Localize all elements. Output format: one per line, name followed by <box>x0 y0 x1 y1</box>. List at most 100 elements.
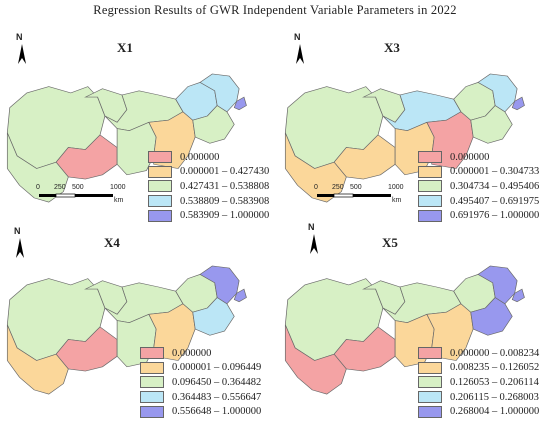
map-panel-x3: N X3 0.000000 0.000001 – 0.304733 0.3047… <box>278 22 550 230</box>
province-region <box>426 303 474 361</box>
legend-swatch <box>418 405 442 418</box>
scale-unit: km <box>392 197 402 204</box>
province-region <box>6 132 69 203</box>
legend-label: 0.427431 – 0.538808 <box>180 180 270 192</box>
legend-swatch <box>418 376 442 389</box>
north-arrow-icon: N <box>14 32 30 64</box>
province-layer <box>6 73 247 203</box>
legend-item: 0.427431 – 0.538808 <box>148 179 269 194</box>
legend-label: 0.364483 – 0.556647 <box>172 391 262 403</box>
north-label: N <box>14 226 21 236</box>
legend-swatch <box>140 361 164 374</box>
province-region <box>6 324 69 395</box>
legend-label: 0.268004 – 1.000000 <box>450 406 540 418</box>
legend-swatch <box>418 195 442 208</box>
scale-label: 0 <box>314 184 318 191</box>
legend-label: 0.538809 – 0.583908 <box>180 195 270 207</box>
province-region <box>284 132 347 203</box>
legend-item: 0.000001 – 0.096449 <box>140 361 261 376</box>
scale-bar: 0 250 500 1000 km <box>36 184 158 212</box>
legend-swatch <box>140 391 164 404</box>
choropleth-map <box>6 265 247 395</box>
legend-item: 0.691976 – 1.000000 <box>418 208 539 223</box>
legend-swatch <box>418 209 442 222</box>
legend-label: 0.000000 <box>172 347 212 359</box>
north-arrow-icon: N <box>306 222 322 254</box>
map-panel-x4: N X4 0.000000 0.000001 – 0.096449 0.0964… <box>0 214 272 422</box>
legend-swatch <box>140 405 164 418</box>
legend-label: 0.008235 – 0.126052 <box>450 362 540 374</box>
legend-swatch <box>148 209 172 222</box>
north-arrow-icon: N <box>12 226 28 258</box>
province-region <box>511 96 525 111</box>
north-label: N <box>294 32 301 42</box>
legend-label: 0.000000 – 0.008234 <box>450 347 540 359</box>
legend-item: 0.304734 – 0.495406 <box>418 179 539 194</box>
scale-label: 250 <box>54 184 66 191</box>
legend-swatch <box>418 347 442 360</box>
province-layer <box>6 265 247 395</box>
legend-item: 0.538809 – 0.583908 <box>148 194 269 209</box>
figure-title: Regression Results of GWR Independent Va… <box>93 3 457 17</box>
legend-label: 0.691976 – 1.000000 <box>450 210 540 222</box>
scale-label: 500 <box>72 184 84 191</box>
province-region <box>511 288 525 303</box>
map-panel-x1: N X1 0.000000 0.000001 – 0.427430 0.4274… <box>0 22 272 230</box>
panel-title: X1 <box>117 40 133 55</box>
legend-label: 0.583909 – 1.000000 <box>180 210 270 222</box>
legend-item: 0.000000 <box>140 346 261 361</box>
legend-label: 0.000001 – 0.096449 <box>172 362 262 374</box>
scale-bar: 0 250 500 1000 km <box>314 184 436 212</box>
legend-label: 0.556648 – 1.000000 <box>172 406 262 418</box>
panel-title: X3 <box>384 40 400 55</box>
legend-item: 0.008235 – 0.126052 <box>418 361 539 376</box>
north-arrow-icon: N <box>292 32 308 64</box>
legend: 0.000000 – 0.008234 0.008235 – 0.126052 … <box>418 346 539 419</box>
choropleth-map <box>284 265 525 395</box>
legend-swatch <box>140 376 164 389</box>
legend-item: 0.000001 – 0.427430 <box>148 165 269 180</box>
legend-swatch <box>140 347 164 360</box>
legend-swatch <box>148 165 172 178</box>
legend-label: 0.096450 – 0.364482 <box>172 376 262 388</box>
legend-label: 0.304734 – 0.495406 <box>450 180 540 192</box>
legend-swatch <box>148 195 172 208</box>
legend-item: 0.364483 – 0.556647 <box>140 390 261 405</box>
legend-item: 0.096450 – 0.364482 <box>140 375 261 390</box>
legend-item: 0.000000 – 0.008234 <box>418 346 539 361</box>
legend-label: 0.000001 – 0.304733 <box>450 166 540 178</box>
scale-label: 500 <box>350 184 362 191</box>
legend-item: 0.268004 – 1.000000 <box>418 404 539 419</box>
legend-item: 0.495407 – 0.691975 <box>418 194 539 209</box>
legend-item: 0.000001 – 0.304733 <box>418 165 539 180</box>
province-region <box>148 303 196 361</box>
legend-item: 0.206115 – 0.268003 <box>418 390 539 405</box>
legend-item: 0.556648 – 1.000000 <box>140 404 261 419</box>
legend: 0.000000 0.000001 – 0.096449 0.096450 – … <box>140 346 261 419</box>
legend-swatch <box>148 180 172 193</box>
legend-label: 0.495407 – 0.691975 <box>450 195 540 207</box>
legend-label: 0.206115 – 0.268003 <box>450 391 539 403</box>
legend-swatch <box>418 361 442 374</box>
scale-label: 0 <box>36 184 40 191</box>
legend: 0.000000 0.000001 – 0.304733 0.304734 – … <box>418 150 539 223</box>
legend-label: 0.000001 – 0.427430 <box>180 166 270 178</box>
scale-label: 1000 <box>110 184 126 191</box>
legend-item: 0.000000 <box>148 150 269 165</box>
legend-item: 0.126053 – 0.206114 <box>418 375 539 390</box>
choropleth-map <box>6 73 247 203</box>
legend-label: 0.126053 – 0.206114 <box>450 376 539 388</box>
legend-item: 0.000000 <box>418 150 539 165</box>
legend-swatch <box>418 180 442 193</box>
legend: 0.000000 0.000001 – 0.427430 0.427431 – … <box>148 150 269 223</box>
legend-swatch <box>148 151 172 164</box>
province-region <box>284 324 347 395</box>
legend-swatch <box>418 391 442 404</box>
province-layer <box>284 73 525 203</box>
panel-title: X5 <box>382 235 398 250</box>
legend-label: 0.000000 <box>450 151 490 163</box>
north-label: N <box>308 222 315 232</box>
legend-swatch <box>418 165 442 178</box>
scale-label: 250 <box>332 184 344 191</box>
panel-title: X4 <box>104 235 120 250</box>
